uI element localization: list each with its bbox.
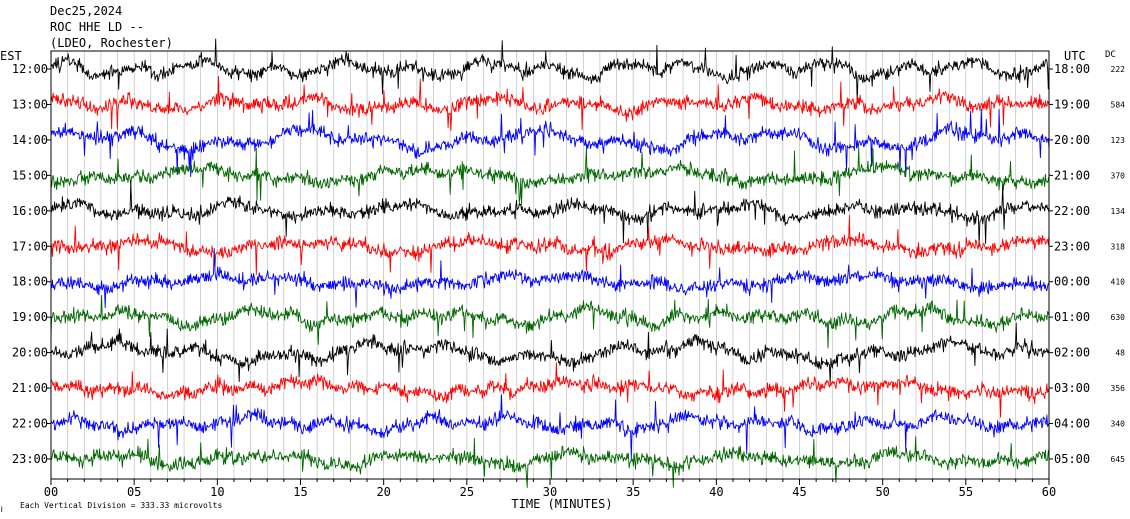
dc-value: 48 [1115,349,1125,358]
x-tick-label: 45 [792,485,806,499]
x-axis-ticks: 00 05 10 15 20 25 30 35 40 45 50 55 60 [44,479,1056,499]
grid-lines [67,51,1033,479]
est-hour-labels: 12:00 13:00 14:00 15:00 16:00 17:00 18:00 19:00… [12,62,51,466]
dc-value: 370 [1111,171,1126,180]
utc-hour-label: 20:00 [1054,133,1090,147]
trace-row-11 [51,394,1050,460]
utc-hour-label: 01:00 [1054,310,1090,324]
est-hour-label: 15:00 [12,168,48,182]
dc-value: 340 [1111,420,1126,429]
trace-row-3 [50,108,1050,178]
utc-hour-label: 04:00 [1054,417,1090,431]
dc-value: 318 [1111,242,1126,251]
dc-value: 123 [1111,136,1126,145]
date-label: Dec25,2024 [50,4,122,18]
trace-row-12 [50,436,1050,488]
dc-value: 645 [1111,455,1126,464]
x-tick-label: 40 [709,485,723,499]
dc-value: 584 [1111,100,1126,109]
scale-note: Each Vertical Division = 333.33 microvol… [20,501,222,510]
est-hour-label: 12:00 [12,62,48,76]
trace-row-4 [50,146,1050,206]
est-hour-label: 16:00 [12,204,48,218]
x-tick-label: 00 [44,485,58,499]
trace-row-7 [50,248,1050,309]
est-hour-label: 22:00 [12,417,48,431]
dc-column-label: DC [1105,50,1116,60]
utc-hour-label: 05:00 [1054,452,1090,466]
utc-hour-label: 22:00 [1054,204,1090,218]
dc-value: 134 [1111,207,1126,216]
est-hour-label: 19:00 [12,310,48,324]
x-tick-label: 05 [127,485,141,499]
utc-hour-label: 19:00 [1054,97,1090,111]
utc-axis-label: UTC [1064,49,1086,63]
est-hour-label: 17:00 [12,239,48,253]
utc-hour-label: 03:00 [1054,381,1090,395]
dc-value: 222 [1111,65,1126,74]
x-axis-title: TIME (MINUTES) [511,497,612,511]
trace-row-6 [50,214,1050,276]
utc-hour-label: 02:00 [1054,346,1090,360]
dc-value: 630 [1111,313,1126,322]
trace-row-1 [50,38,1050,104]
trace-row-10 [50,362,1050,418]
utc-hour-label: 23:00 [1054,239,1090,253]
est-hour-label: 13:00 [12,97,48,111]
x-tick-label: 25 [460,485,474,499]
trace-row-9 [50,322,1050,385]
x-tick-label: 10 [210,485,224,499]
est-hour-label: 21:00 [12,381,48,395]
corner-mark: ≀ [0,505,3,515]
est-hour-label: 20:00 [12,346,48,360]
dc-value: 410 [1111,278,1126,287]
chart-header: Dec25,2024 ROC HHE LD -- (LDEO, Rocheste… [50,4,173,50]
dc-values: 222 584 123 370 134 318 410 630 48 356 340 645 [1111,65,1126,464]
est-hour-label: 14:00 [12,133,48,147]
station-label: ROC HHE LD -- [50,20,144,34]
trace-row-8 [50,295,1050,349]
est-hour-label: 23:00 [12,452,48,466]
est-hour-label: 18:00 [12,275,48,289]
dc-value: 356 [1111,384,1126,393]
utc-hour-labels: 18:00 19:00 20:00 21:00 22:00 23:00 00:00 01:00… [1049,62,1090,466]
est-axis-label: EST [0,49,22,63]
utc-hour-label: 21:00 [1054,168,1090,182]
x-tick-label: 15 [293,485,307,499]
x-tick-label: 20 [376,485,390,499]
utc-hour-label: 00:00 [1054,275,1090,289]
x-tick-label: 50 [875,485,889,499]
x-tick-label: 60 [1042,485,1056,499]
network-label: (LDEO, Rochester) [50,36,173,50]
seismic-traces [50,38,1050,488]
trace-row-5 [50,180,1050,248]
x-tick-label: 35 [626,485,640,499]
x-tick-label: 30 [543,485,557,499]
x-tick-label: 55 [959,485,973,499]
utc-hour-label: 18:00 [1054,62,1090,76]
trace-row-2 [50,75,1050,131]
